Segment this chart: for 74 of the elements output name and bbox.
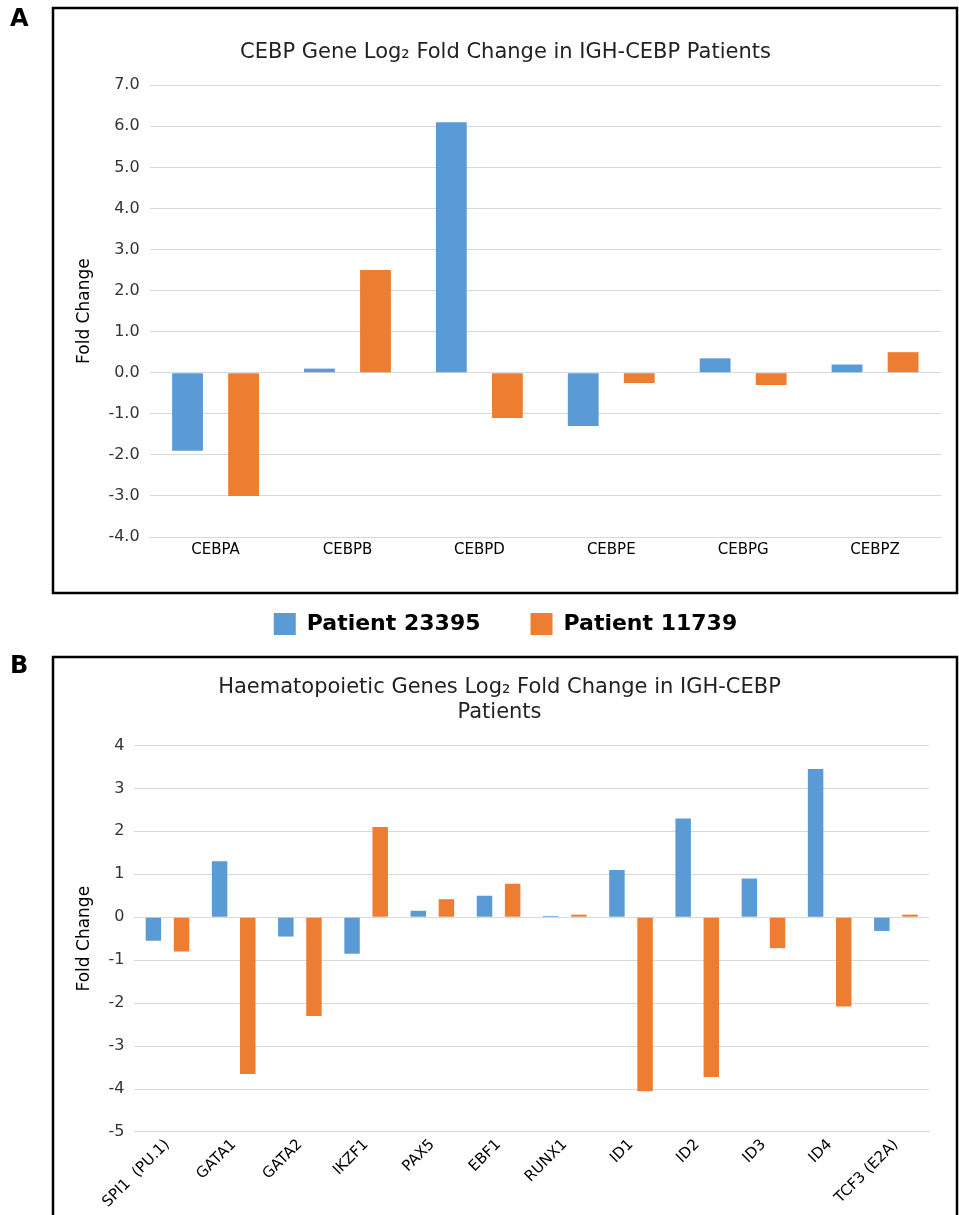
y-tick-label: 5.0 <box>114 156 140 176</box>
x-tick-label: CEBPB <box>322 539 373 558</box>
y-tick-label: 7.0 <box>114 74 140 94</box>
bar <box>306 917 322 1016</box>
bar <box>360 270 391 373</box>
bar <box>491 373 523 418</box>
x-tick-label: ID4 <box>804 1135 836 1166</box>
bar <box>438 899 455 917</box>
bar <box>887 352 919 373</box>
y-tick-label: 1 <box>114 863 125 883</box>
text: B <box>10 651 29 680</box>
y-tick-label: 1.0 <box>114 320 140 340</box>
bar <box>609 869 625 917</box>
y-tick-label: -4 <box>108 1078 125 1098</box>
bar <box>623 373 655 383</box>
bar <box>769 917 786 949</box>
bar <box>703 917 720 1077</box>
y-tick-label: -2.0 <box>108 444 140 464</box>
bar <box>571 914 587 917</box>
bar <box>807 769 824 917</box>
bar <box>228 373 260 496</box>
x-tick-label: CEBPE <box>586 539 636 558</box>
bar <box>699 358 731 373</box>
bar <box>902 914 918 917</box>
y-tick-label: -3 <box>108 1035 125 1055</box>
bar <box>173 917 190 952</box>
bar <box>145 917 162 941</box>
y-tick-label: 6.0 <box>114 115 140 135</box>
y-tick-label: 2 <box>114 820 125 840</box>
bar <box>211 861 228 917</box>
y-tick-label: 4 <box>114 734 125 754</box>
y-tick-label: 2.0 <box>114 279 140 299</box>
bar <box>476 895 493 917</box>
y-tick-label: -3.0 <box>108 485 140 505</box>
y-tick-label: 3.0 <box>114 238 140 258</box>
x-tick-label: ID2 <box>672 1135 703 1166</box>
y-tick-label: -1.0 <box>108 402 140 422</box>
bar <box>504 883 521 917</box>
x-tick-label: CEBPZ <box>850 539 900 558</box>
bar <box>435 122 467 373</box>
bar <box>240 917 256 1074</box>
bar <box>172 373 203 451</box>
bar <box>637 917 653 1092</box>
bar <box>831 364 863 373</box>
y-axis-title: Fold Change <box>72 258 93 364</box>
chart-title: CEBP Gene Log₂ Fold Change in IGH-CEBP Patients <box>240 39 771 64</box>
bar <box>372 827 388 917</box>
y-tick-label: -4.0 <box>108 526 140 546</box>
bar <box>836 917 852 1007</box>
bar <box>741 878 758 917</box>
x-tick-label: CEBPD <box>453 539 505 558</box>
legend-label: Patient 11739 <box>563 609 738 635</box>
x-tick-label: ID1 <box>605 1135 637 1166</box>
bar <box>344 917 360 954</box>
x-tick-label: ID3 <box>738 1135 770 1166</box>
y-tick-label: -5 <box>108 1121 125 1141</box>
y-tick-label: 4.0 <box>114 197 140 217</box>
y-tick-label: 3 <box>114 777 125 797</box>
y-tick-label: 0.0 <box>114 361 140 381</box>
y-axis-title: Fold Change <box>72 885 93 992</box>
bar <box>874 917 890 931</box>
legend-label: Patient 23395 <box>306 609 481 635</box>
bar <box>567 373 599 427</box>
bar <box>410 910 427 917</box>
bar <box>755 373 787 386</box>
x-tick-label: CEBPG <box>717 539 769 558</box>
y-tick-label: 0 <box>114 906 125 926</box>
bar <box>278 917 294 937</box>
chart-title: Haematopoietic Genes Log₂ Fold Change in IGH-CEBP Patients <box>218 674 781 724</box>
y-tick-label: -2 <box>108 992 125 1012</box>
x-tick-label: CEBPA <box>191 539 241 558</box>
text: A <box>10 4 29 33</box>
y-tick-label: -1 <box>108 949 125 969</box>
bar <box>675 818 691 917</box>
